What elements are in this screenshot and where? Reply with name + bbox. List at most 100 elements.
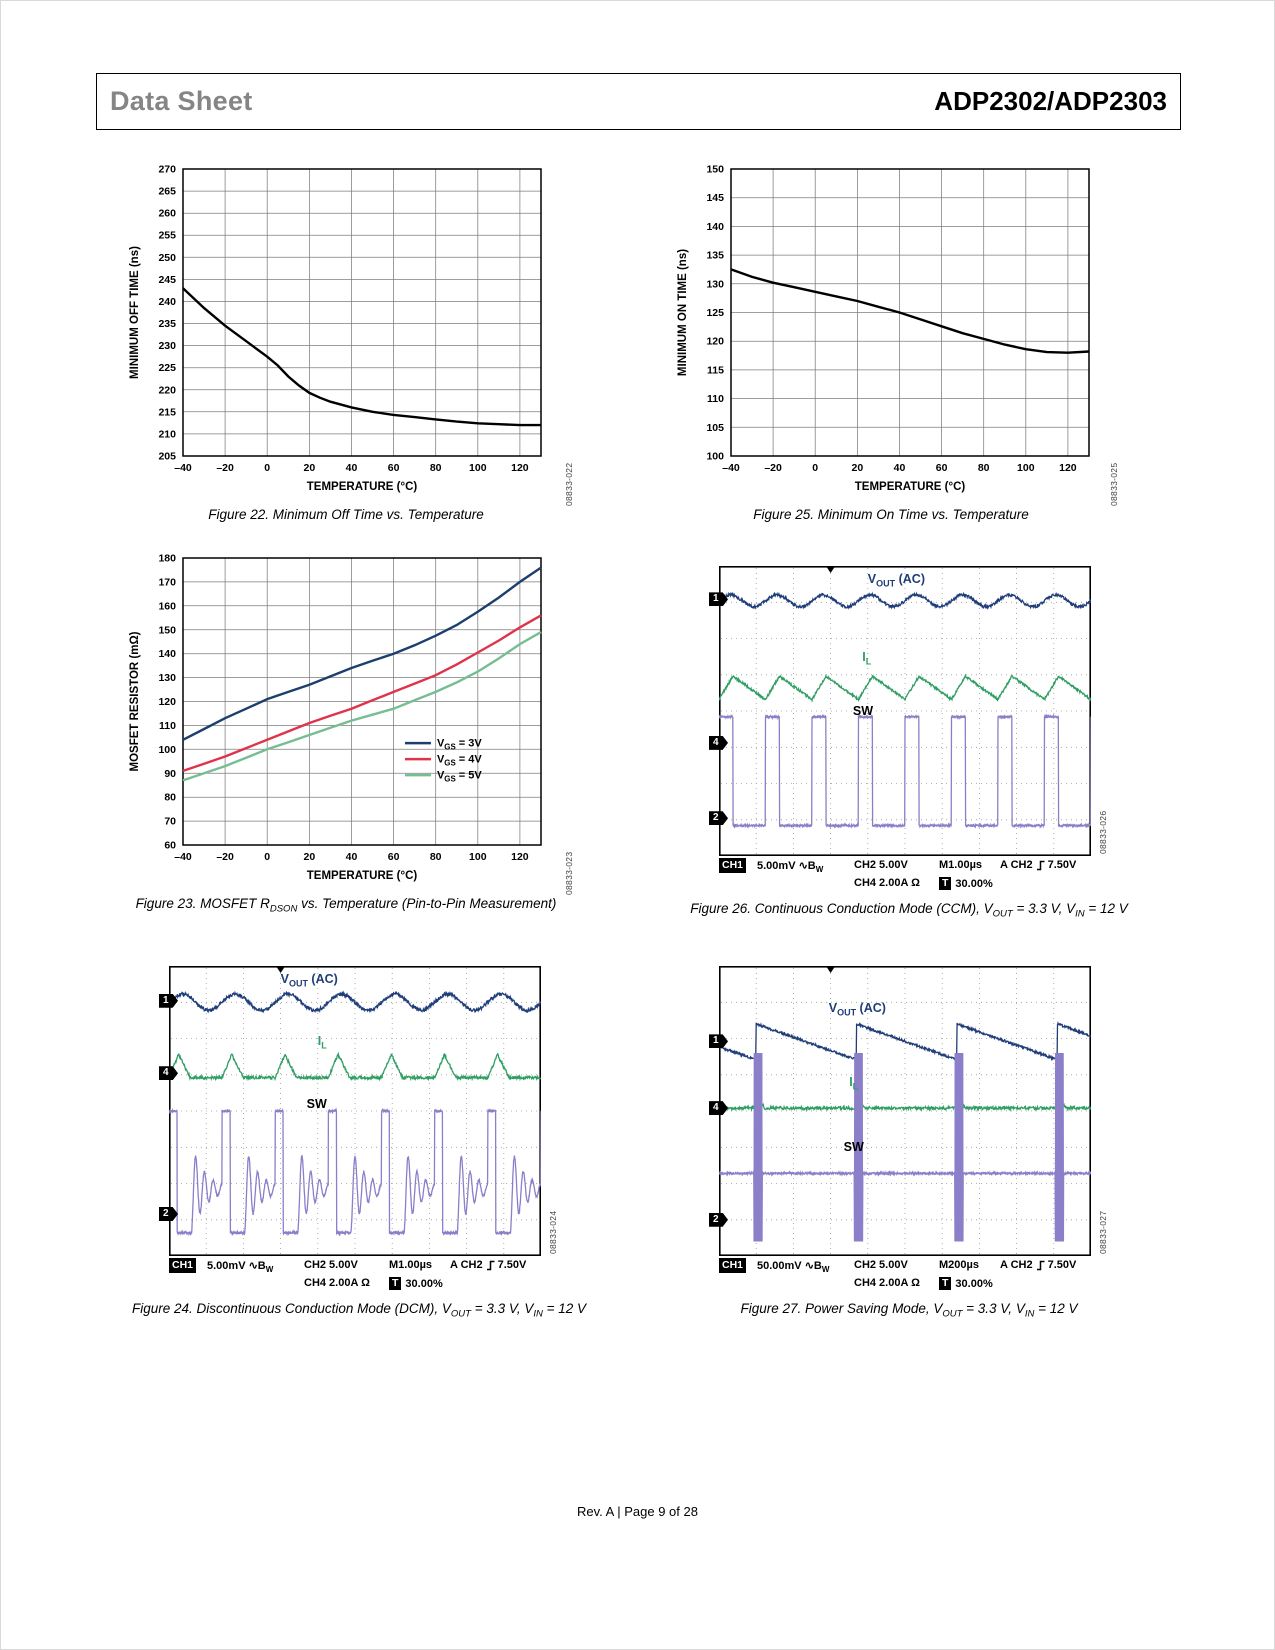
svg-text:125: 125: [706, 307, 724, 319]
trace-vout-ac: [719, 591, 1091, 611]
svg-text:20: 20: [304, 462, 316, 474]
svg-text:170: 170: [158, 576, 176, 588]
tick-labels: –40 –20 0 20 40 60 80 100 120 100 105 110 115 120 125 1…: [706, 164, 1076, 475]
trigger-setting: A CH2 7.50V: [450, 1259, 526, 1271]
svg-text:60: 60: [388, 851, 400, 863]
trigger-position-value: 30.00%: [405, 1277, 443, 1290]
rising-edge-trigger-icon: [486, 1260, 495, 1270]
trace-il: [169, 1051, 541, 1082]
scope-graticule: [169, 966, 541, 1256]
svg-text:20: 20: [852, 462, 864, 474]
trace-vout-ac: [719, 1020, 1091, 1062]
trigger-setting: A CH2 7.50V: [1000, 859, 1076, 871]
plot-border: [182, 168, 542, 457]
channel-1-ground-marker: 1: [709, 1034, 728, 1049]
label-il: IL: [317, 1034, 327, 1051]
figure-27-psm-scope: VOUT (AC) IL SW 1 4 2 CH1 50.00mV ∿BW CH2 5.0…: [679, 966, 1139, 1320]
svg-text:80: 80: [978, 462, 990, 474]
figure-25-caption: Figure 25. Minimum On Time vs. Temperatu…: [753, 507, 1029, 522]
ch4-setting: CH4 2.00A Ω: [304, 1277, 370, 1289]
ch1-badge: CH1: [169, 1258, 197, 1273]
label-vout-ac: VOUT (AC): [867, 571, 925, 589]
svg-text:0: 0: [264, 462, 270, 474]
trigger-position-marker: [826, 567, 835, 573]
svg-text:40: 40: [346, 851, 358, 863]
scope-readout: CH1 5.00mV ∿BW CH2 5.00V M1.00µs A CH2 7…: [169, 1256, 541, 1294]
trigger-position-readout: T 30.00%: [389, 1277, 443, 1290]
svg-text:VGS​ = 5V: VGS​ = 5V: [437, 770, 482, 784]
svg-text:120: 120: [158, 696, 176, 708]
trace-vout-ac: [169, 990, 541, 1014]
svg-text:110: 110: [159, 720, 176, 732]
plot-border: [730, 168, 1090, 457]
svg-text:120: 120: [511, 851, 529, 863]
channel-2-ground-marker: 2: [709, 811, 728, 826]
label-sw: SW: [306, 1096, 327, 1111]
figure-24-caption: Figure 24. Discontinuous Conduction Mode…: [131, 1301, 587, 1320]
svg-text:250: 250: [158, 252, 176, 264]
svg-text:VGS​ = 3V: VGS​ = 3V: [437, 738, 482, 752]
svg-text:40: 40: [894, 462, 906, 474]
svg-text:130: 130: [158, 672, 176, 684]
trace-sw: [719, 1052, 1091, 1242]
svg-text:–40: –40: [174, 851, 192, 863]
svg-text:100: 100: [469, 851, 487, 863]
trigger-level: 7.50V: [497, 1259, 527, 1271]
figure-id-watermark: 08833-024: [548, 1210, 558, 1254]
trigger-position-value: 30.00%: [955, 1277, 993, 1290]
svg-text:260: 260: [158, 208, 176, 220]
scope-graticule: [719, 566, 1091, 856]
svg-text:70: 70: [164, 816, 176, 828]
series-vgs-5v: [182, 631, 542, 782]
svg-text:100: 100: [1017, 462, 1035, 474]
svg-text:–20: –20: [216, 462, 234, 474]
svg-text:180: 180: [158, 553, 176, 565]
svg-text:255: 255: [158, 230, 176, 242]
svg-text:60: 60: [936, 462, 948, 474]
footer-text: Rev. A | Page 9 of 28: [577, 1504, 698, 1519]
ch1-badge: CH1: [719, 1258, 747, 1273]
svg-text:105: 105: [706, 422, 724, 434]
trigger-setting: A CH2 7.50V: [1000, 1259, 1076, 1271]
channel-2-ground-marker: 2: [709, 1212, 728, 1227]
svg-text:0: 0: [812, 462, 818, 474]
minimum-off-time-chart: –40 –20 0 20 40 60 80 100 120 205 210 215 220 225 230 2…: [129, 164, 542, 493]
svg-text:215: 215: [158, 406, 176, 418]
ch1-setting: 50.00mV ∿BW: [757, 1260, 830, 1275]
svg-text:230: 230: [158, 340, 176, 352]
channel-1-ground-marker: 1: [159, 993, 178, 1008]
trigger-position-readout: T 30.00%: [939, 1277, 993, 1290]
label-vout-ac: VOUT (AC): [828, 1000, 886, 1018]
tick-labels: –40 –20 0 20 40 60 80 100 120 60 70 80 90 100 110 120 13…: [158, 553, 528, 864]
figure-23-caption: Figure 23. MOSFET RDSON vs. Temperature …: [135, 896, 557, 915]
x-axis-label: TEMPERATURE (°C): [855, 481, 966, 493]
figure-id-watermark: 08833-026: [1098, 810, 1108, 854]
page-footer: Rev. A | Page 9 of 28: [1, 1504, 1274, 1519]
series-vgs-3v: [182, 566, 542, 741]
chart-legend: VGS​ = 3V VGS​ = 4V VGS​ = 5V: [404, 738, 482, 784]
label-sw: SW: [843, 1140, 864, 1154]
channel-4-ground-marker: 4: [709, 1101, 728, 1116]
series-minimum-on-time: [730, 268, 1090, 354]
channel-4-ground-marker: 4: [709, 735, 728, 750]
label-vout-ac: VOUT (AC): [280, 971, 338, 989]
svg-text:110: 110: [707, 393, 724, 405]
svg-text:120: 120: [1059, 462, 1077, 474]
trigger-source: A CH2: [1000, 859, 1033, 871]
oscilloscope-display: VOUT (AC) IL SW 1 4 2: [709, 966, 1091, 1256]
figure-id-watermark: 08833-022: [564, 462, 574, 506]
trigger-level: 7.50V: [1047, 859, 1077, 871]
svg-text:VGS​ = 4V: VGS​ = 4V: [437, 754, 482, 768]
ch1-setting: 5.00mV ∿BW: [757, 860, 824, 875]
y-axis-label: MINIMUM OFF TIME (ns): [129, 246, 141, 379]
figure-25-minimum-on-time: –40 –20 0 20 40 60 80 100 120 100 105 110 115 120 125 1…: [651, 161, 1131, 523]
svg-text:40: 40: [346, 462, 358, 474]
figure-id-watermark: 08833-023: [564, 851, 574, 895]
channel-4-ground-marker: 4: [159, 1066, 178, 1081]
channel-1-ground-marker: 1: [709, 592, 728, 607]
svg-text:80: 80: [430, 851, 442, 863]
svg-text:145: 145: [706, 192, 724, 204]
page-header: Data Sheet ADP2302/ADP2303: [96, 73, 1181, 130]
label-il: IL: [862, 650, 872, 667]
